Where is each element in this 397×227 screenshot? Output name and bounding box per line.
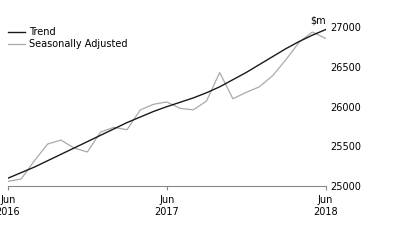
Trend <box>112 128 116 130</box>
Seasonally Adjusted <box>85 151 90 153</box>
Seasonally Adjusted <box>283 58 288 61</box>
Trend <box>151 110 156 113</box>
Trend <box>32 166 37 168</box>
Trend <box>45 159 50 162</box>
Trend <box>310 34 315 37</box>
Seasonally Adjusted <box>323 37 328 40</box>
Trend <box>217 85 222 88</box>
Seasonally Adjusted <box>217 71 222 74</box>
Seasonally Adjusted <box>244 91 249 94</box>
Trend <box>72 147 77 149</box>
Seasonally Adjusted <box>6 180 10 183</box>
Seasonally Adjusted <box>138 109 143 111</box>
Seasonally Adjusted <box>19 178 23 180</box>
Trend <box>257 63 262 66</box>
Seasonally Adjusted <box>72 147 77 149</box>
Trend <box>85 140 90 143</box>
Trend <box>191 96 196 99</box>
Seasonally Adjusted <box>98 131 103 133</box>
Seasonally Adjusted <box>164 101 169 103</box>
Seasonally Adjusted <box>32 159 37 162</box>
Trend <box>98 134 103 137</box>
Legend: Trend, Seasonally Adjusted: Trend, Seasonally Adjusted <box>8 27 128 49</box>
Seasonally Adjusted <box>112 126 116 129</box>
Trend <box>323 28 328 31</box>
Trend <box>58 153 63 156</box>
Trend <box>6 177 10 180</box>
Line: Trend: Trend <box>8 30 326 178</box>
Trend <box>138 116 143 118</box>
Text: $m: $m <box>310 16 326 26</box>
Trend <box>177 101 182 104</box>
Seasonally Adjusted <box>45 143 50 146</box>
Trend <box>244 71 249 74</box>
Trend <box>19 171 23 174</box>
Trend <box>231 78 235 81</box>
Seasonally Adjusted <box>257 85 262 88</box>
Trend <box>164 105 169 108</box>
Seasonally Adjusted <box>204 100 209 103</box>
Seasonally Adjusted <box>297 41 301 44</box>
Seasonally Adjusted <box>177 107 182 110</box>
Seasonally Adjusted <box>231 97 235 100</box>
Line: Seasonally Adjusted: Seasonally Adjusted <box>8 32 326 181</box>
Seasonally Adjusted <box>310 31 315 33</box>
Seasonally Adjusted <box>270 74 275 77</box>
Trend <box>270 55 275 58</box>
Trend <box>204 91 209 94</box>
Seasonally Adjusted <box>125 128 129 131</box>
Seasonally Adjusted <box>58 139 63 141</box>
Trend <box>283 47 288 50</box>
Trend <box>297 40 301 43</box>
Seasonally Adjusted <box>151 103 156 106</box>
Seasonally Adjusted <box>191 109 196 111</box>
Trend <box>125 121 129 124</box>
